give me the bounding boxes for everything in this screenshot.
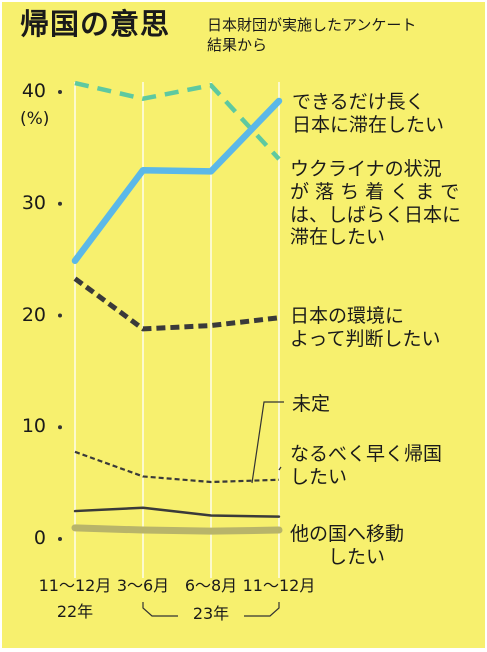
- y-tick-label-0: 0: [33, 527, 46, 549]
- y-axis-unit: (%): [20, 109, 50, 129]
- series-label-1: ウクライナの状況 が 落 ち 着 く ま で は、しばらく日本に 滞在したい: [290, 158, 462, 249]
- y-tick-dot-3: [58, 201, 62, 206]
- y-tick-dot-4: [58, 90, 62, 94]
- y-tick-label-3: 30: [21, 191, 46, 214]
- series-label-4: なるべく早く帰国 したい: [290, 443, 443, 488]
- x-tick-label-0: 11〜12月: [38, 576, 112, 595]
- series-line-5: [71, 524, 283, 535]
- y-tick-dot-0: [58, 537, 62, 541]
- series-label-0: できるだけ長く 日本に滞在したい: [292, 91, 445, 136]
- chart-subtitle: 日本財団が実施したアンケート 結果から: [207, 16, 417, 54]
- series-label-3: 未定: [292, 393, 331, 415]
- x-tick-label-3: 11〜12月: [242, 576, 316, 595]
- series-line-1: [71, 97, 283, 264]
- y-tick-dot-1: [58, 425, 62, 430]
- series-label-2: 日本の環境に よって判断したい: [290, 305, 441, 350]
- series-line-0: [74, 80, 281, 161]
- y-tick-dot-2: [58, 313, 62, 318]
- series-line-4: [74, 450, 280, 484]
- x-year-label-1: 23年: [192, 604, 230, 623]
- x-tick-label-1: 3〜6月: [116, 576, 170, 595]
- year-bracket-left: [142, 602, 178, 617]
- leader-line-return: [278, 466, 282, 471]
- series-line-3: [73, 506, 281, 518]
- year-bracket-right: [244, 602, 280, 617]
- chart-title: 帰国の意思: [20, 7, 171, 41]
- x-year-label-0: 22年: [56, 602, 94, 621]
- y-tick-label-2: 20: [21, 303, 46, 326]
- series-label-5: 他の国へ移動 したい: [290, 523, 405, 568]
- x-tick-label-2: 6〜8月: [184, 576, 238, 595]
- y-tick-label-4: 40: [21, 80, 46, 102]
- leader-line-undecided: [251, 401, 284, 484]
- y-tick-label-1: 10: [21, 415, 46, 438]
- series-line-2: [73, 276, 280, 332]
